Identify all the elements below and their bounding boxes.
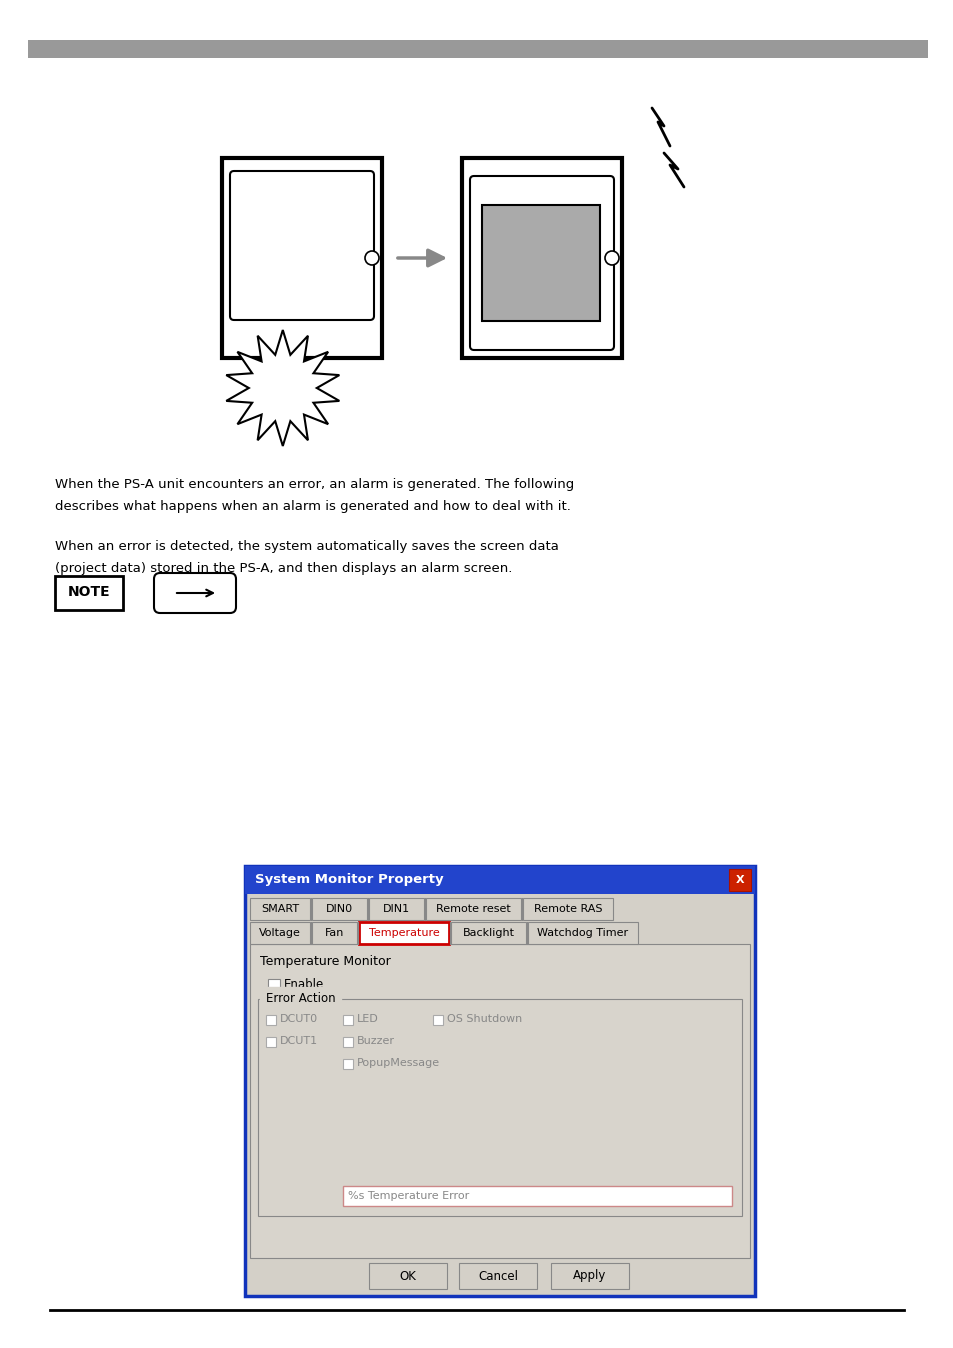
Polygon shape — [226, 330, 339, 446]
Bar — [527, 922, 638, 944]
Bar — [343, 1037, 353, 1047]
FancyBboxPatch shape — [470, 177, 614, 350]
Bar — [250, 944, 749, 1258]
Text: Remote reset: Remote reset — [436, 905, 511, 914]
Text: Fan: Fan — [324, 927, 344, 938]
Bar — [358, 922, 449, 944]
Text: DIN0: DIN0 — [326, 905, 353, 914]
Text: Watchdog Timer: Watchdog Timer — [537, 927, 628, 938]
Text: OS Shutdown: OS Shutdown — [447, 1014, 521, 1024]
Text: OK: OK — [399, 1270, 416, 1282]
Text: System Monitor Property: System Monitor Property — [254, 874, 443, 887]
Text: Temperature: Temperature — [368, 927, 439, 938]
Bar — [343, 1186, 731, 1206]
Bar — [222, 158, 381, 359]
Text: DCUT0: DCUT0 — [280, 1014, 317, 1024]
FancyBboxPatch shape — [153, 573, 235, 613]
Text: (project data) stored in the PS-A, and then displays an alarm screen.: (project data) stored in the PS-A, and t… — [55, 562, 512, 576]
Text: X: X — [735, 875, 743, 886]
Bar — [728, 869, 750, 891]
Bar — [55, 576, 123, 611]
Text: Backlight: Backlight — [462, 927, 514, 938]
FancyBboxPatch shape — [551, 1263, 628, 1289]
Bar — [343, 1060, 353, 1069]
Bar — [461, 158, 621, 359]
Text: DCUT1: DCUT1 — [280, 1037, 317, 1046]
Bar — [522, 898, 613, 919]
Bar — [266, 1015, 275, 1024]
Text: Enable: Enable — [284, 977, 324, 991]
Bar — [369, 898, 423, 919]
Text: Voltage: Voltage — [259, 927, 300, 938]
FancyBboxPatch shape — [369, 1263, 447, 1289]
Bar — [433, 1015, 442, 1024]
Text: describes what happens when an alarm is generated and how to deal with it.: describes what happens when an alarm is … — [55, 500, 570, 514]
Text: PopupMessage: PopupMessage — [356, 1058, 439, 1068]
Bar — [28, 40, 927, 58]
FancyBboxPatch shape — [230, 171, 374, 319]
Text: NOTE: NOTE — [68, 585, 111, 599]
Bar — [481, 205, 599, 321]
Bar — [245, 865, 754, 894]
Text: LED: LED — [356, 1014, 378, 1024]
Text: Buzzer: Buzzer — [356, 1037, 395, 1046]
Bar — [257, 999, 741, 1216]
Text: SMART: SMART — [261, 905, 298, 914]
Text: Temperature Monitor: Temperature Monitor — [260, 956, 391, 968]
Text: Remote RAS: Remote RAS — [533, 905, 601, 914]
Bar — [250, 922, 310, 944]
Text: When the PS-A unit encounters an error, an alarm is generated. The following: When the PS-A unit encounters an error, … — [55, 479, 574, 491]
Text: %s Temperature Error: %s Temperature Error — [348, 1192, 469, 1201]
Bar — [268, 979, 280, 991]
Text: Cancel: Cancel — [477, 1270, 517, 1282]
Bar — [451, 922, 525, 944]
Bar — [426, 898, 520, 919]
Bar — [245, 865, 754, 1295]
Bar — [312, 922, 356, 944]
Text: Apply: Apply — [573, 1270, 606, 1282]
Bar — [312, 898, 367, 919]
Bar — [250, 898, 310, 919]
FancyBboxPatch shape — [458, 1263, 537, 1289]
Text: DIN1: DIN1 — [382, 905, 410, 914]
Circle shape — [365, 251, 378, 266]
Text: Error Action: Error Action — [266, 992, 335, 1006]
Text: When an error is detected, the system automatically saves the screen data: When an error is detected, the system au… — [55, 541, 558, 553]
Bar — [343, 1015, 353, 1024]
Circle shape — [604, 251, 618, 266]
Bar — [266, 1037, 275, 1047]
